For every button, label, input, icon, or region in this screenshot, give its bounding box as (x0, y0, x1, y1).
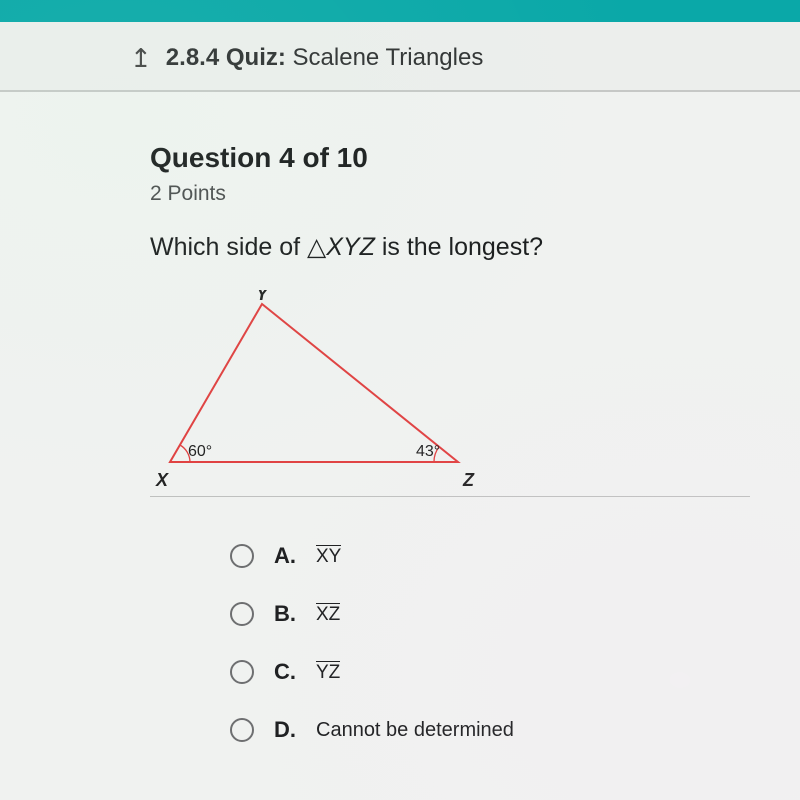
option-row[interactable]: C. YZ (230, 659, 660, 685)
question-panel: Question 4 of 10 2 Points Which side of … (0, 92, 800, 743)
triangle-symbol-icon: △ (307, 233, 326, 261)
prompt-suffix: is the longest? (375, 233, 543, 261)
radio-icon[interactable] (230, 602, 254, 626)
option-text: Cannot be determined (316, 719, 514, 742)
option-text: XZ (316, 603, 340, 626)
svg-text:43°: 43° (416, 443, 440, 460)
triangle-name: XYZ (326, 233, 375, 261)
option-row[interactable]: B. XZ (230, 601, 660, 627)
quiz-subject: Scalene Triangles (293, 44, 484, 71)
svg-text:X: X (155, 470, 169, 490)
quiz-code: 2.8.4 (166, 44, 219, 71)
option-letter: A. (274, 543, 296, 569)
back-arrow-icon[interactable]: ↥ (130, 45, 152, 71)
triangle-figure: X Y Z 60° 43° (150, 290, 490, 490)
svg-text:Y: Y (256, 290, 270, 304)
question-points: 2 Points (150, 182, 660, 206)
window-chrome-top (0, 0, 800, 22)
option-letter: B. (274, 601, 296, 627)
answer-options: A. XY B. XZ C. YZ D. Cannot be determined (150, 543, 660, 743)
option-text: XY (316, 545, 341, 568)
option-letter: C. (274, 659, 296, 685)
divider (150, 496, 750, 497)
option-text: YZ (316, 661, 340, 684)
prompt-prefix: Which side of (150, 233, 307, 261)
quiz-label: Quiz: (226, 44, 286, 71)
option-letter: D. (274, 717, 296, 743)
svg-text:Z: Z (462, 470, 475, 490)
question-prompt: Which side of △XYZ is the longest? (150, 232, 660, 262)
radio-icon[interactable] (230, 544, 254, 568)
quiz-header: ↥ 2.8.4 Quiz: Scalene Triangles (0, 22, 800, 92)
option-row[interactable]: D. Cannot be determined (230, 717, 660, 743)
option-row[interactable]: A. XY (230, 543, 660, 569)
radio-icon[interactable] (230, 718, 254, 742)
question-heading: Question 4 of 10 (150, 142, 660, 174)
radio-icon[interactable] (230, 660, 254, 684)
svg-text:60°: 60° (188, 443, 212, 460)
quiz-title: 2.8.4 Quiz: Scalene Triangles (166, 44, 484, 72)
